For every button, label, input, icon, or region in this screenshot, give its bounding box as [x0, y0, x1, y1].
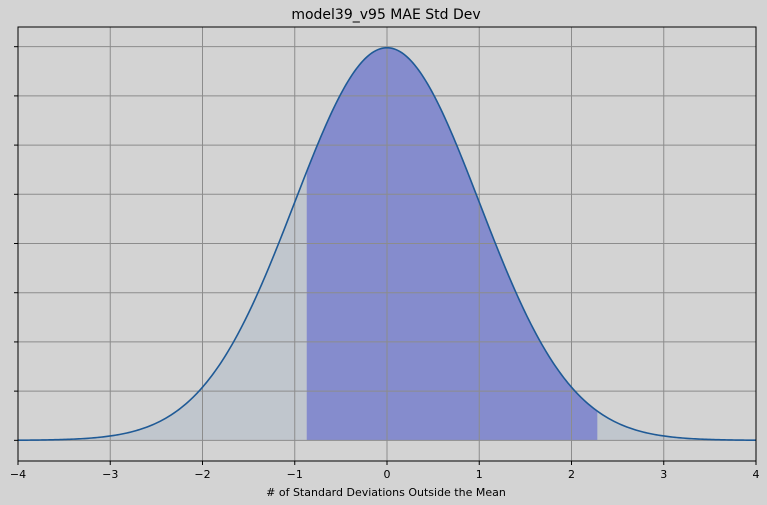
x-tick-label: 0 [384, 468, 391, 481]
x-tick-label: −2 [194, 468, 210, 481]
x-tick-label: 1 [476, 468, 483, 481]
x-tick-label: −4 [10, 468, 26, 481]
chart-title: model39_v95 MAE Std Dev [291, 7, 480, 23]
x-tick-label: 3 [660, 468, 667, 481]
x-axis-label: # of Standard Deviations Outside the Mea… [266, 486, 506, 499]
x-tick-label: −3 [102, 468, 118, 481]
x-tick-label: −1 [287, 468, 303, 481]
normal-curve [17, 46, 757, 442]
x-tick-label: 2 [568, 468, 575, 481]
plot-area: −4 −3 −2 −1 0 1 2 3 4 [10, 26, 760, 481]
x-tick-label: 4 [753, 468, 760, 481]
